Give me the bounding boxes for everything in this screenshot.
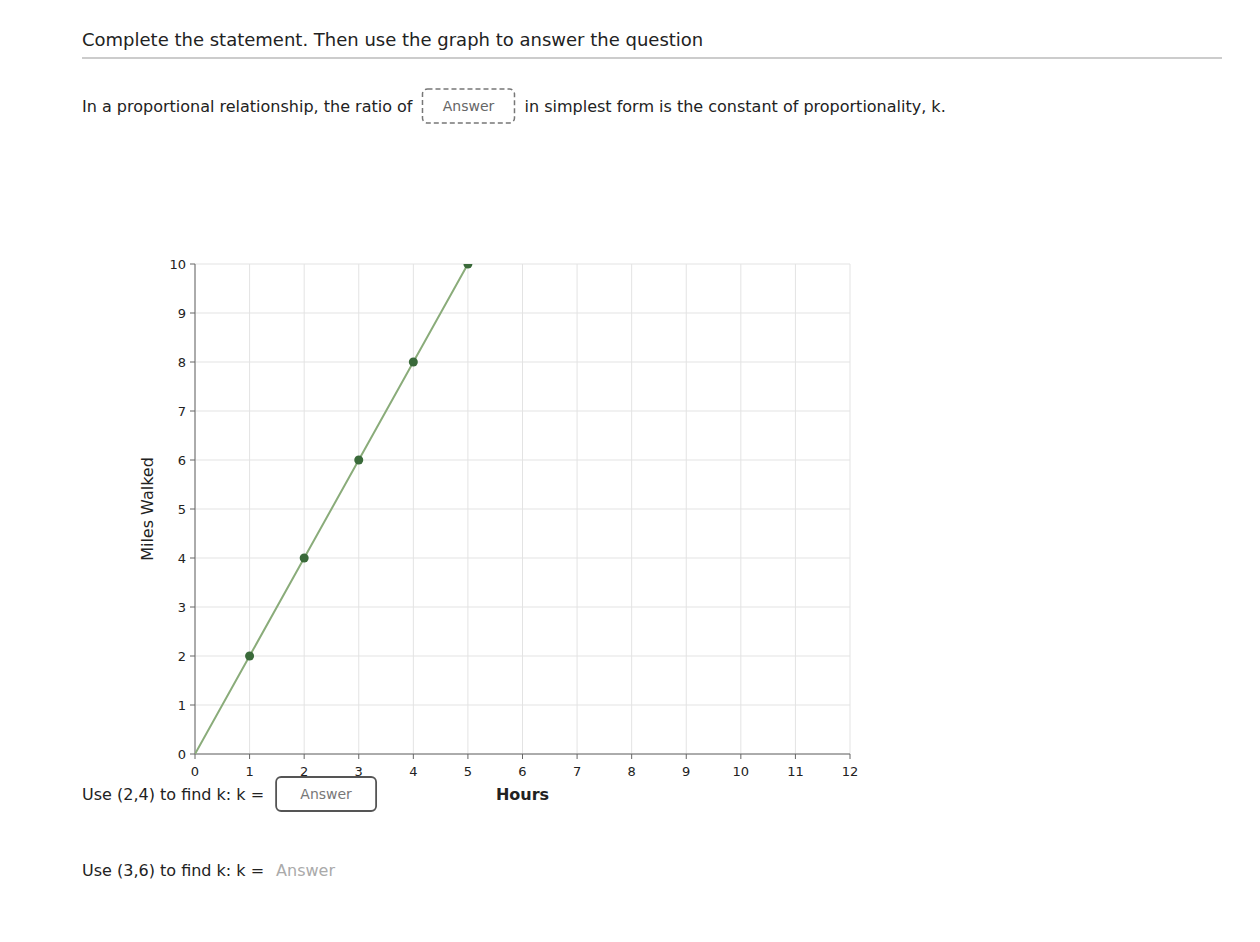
y-axis-label: Miles Walked bbox=[138, 457, 157, 561]
y-axis bbox=[195, 264, 196, 754]
grid-line bbox=[195, 460, 850, 461]
tick-mark bbox=[190, 558, 195, 559]
tick-label: 3 bbox=[178, 600, 186, 615]
plot-area bbox=[195, 264, 850, 754]
tick-label: 12 bbox=[842, 764, 859, 779]
question-text: Use (2,4) to find k: k = bbox=[82, 785, 264, 804]
point bbox=[463, 264, 472, 269]
tick-label: 10 bbox=[169, 257, 186, 272]
point bbox=[245, 652, 254, 661]
tick-mark bbox=[795, 754, 796, 759]
grid-line bbox=[195, 411, 850, 412]
statement-text: In a proportional relationship, the rati… bbox=[82, 97, 413, 116]
tick-mark bbox=[190, 705, 195, 706]
tick-label: 2 bbox=[178, 649, 186, 664]
axes: 0123456789101112012345678910 bbox=[169, 257, 858, 780]
point bbox=[300, 554, 309, 563]
tick-mark bbox=[249, 754, 250, 759]
tick-mark bbox=[740, 754, 741, 759]
tick-mark bbox=[190, 754, 195, 755]
grid-line bbox=[195, 264, 196, 754]
tick-label: 8 bbox=[178, 355, 186, 370]
tick-mark bbox=[190, 460, 195, 461]
tick-mark bbox=[467, 754, 468, 759]
point bbox=[409, 358, 418, 367]
data bbox=[195, 264, 472, 754]
answer-text: Answer bbox=[443, 98, 495, 114]
grid-line bbox=[195, 754, 850, 755]
tick-mark bbox=[190, 656, 195, 657]
tick-mark bbox=[195, 754, 196, 759]
tick-label: 1 bbox=[245, 764, 253, 779]
tick-label: 4 bbox=[178, 551, 186, 566]
title: Complete the statement. Then use the gra… bbox=[82, 29, 703, 50]
tick-label: 8 bbox=[628, 764, 636, 779]
question-text: Use (3,6) to find k: k = bbox=[82, 861, 264, 880]
tick-mark bbox=[190, 313, 195, 314]
tick-mark bbox=[522, 754, 523, 759]
tick-mark bbox=[190, 362, 195, 363]
tick-label: 9 bbox=[178, 306, 186, 321]
tick-label: 6 bbox=[178, 453, 186, 468]
title-rule bbox=[82, 58, 1222, 59]
grid-line bbox=[195, 656, 850, 657]
tick-mark bbox=[850, 754, 851, 759]
line bbox=[195, 264, 468, 754]
tick-label: 7 bbox=[573, 764, 581, 779]
tick-mark bbox=[686, 754, 687, 759]
tick-label: 10 bbox=[733, 764, 750, 779]
answer-box[interactable] bbox=[276, 777, 376, 811]
x-axis bbox=[195, 754, 850, 755]
grid-line bbox=[195, 705, 850, 706]
tick-label: 6 bbox=[518, 764, 526, 779]
grid bbox=[195, 264, 850, 754]
grid-line bbox=[195, 362, 850, 363]
grid-line bbox=[195, 558, 850, 559]
point bbox=[354, 456, 363, 465]
tick-mark bbox=[577, 754, 578, 759]
chart: Complete the statement. Then use the gra… bbox=[0, 0, 1260, 942]
tick-mark bbox=[304, 754, 305, 759]
answer-text: Answer bbox=[276, 861, 335, 880]
background bbox=[0, 0, 1260, 942]
tick-label: 5 bbox=[464, 764, 472, 779]
grid-line bbox=[195, 264, 850, 265]
tick-mark bbox=[631, 754, 632, 759]
tick-label: 9 bbox=[682, 764, 690, 779]
tick-mark bbox=[413, 754, 414, 759]
tick-label: 5 bbox=[178, 502, 186, 517]
answer-box[interactable] bbox=[422, 89, 514, 123]
tick-label: 0 bbox=[178, 747, 186, 762]
tick-mark bbox=[190, 264, 195, 265]
statement-text: in simplest form is the constant of prop… bbox=[524, 97, 945, 116]
x-axis-label: Hours bbox=[496, 785, 549, 804]
tick-mark bbox=[190, 411, 195, 412]
tick-mark bbox=[358, 754, 359, 759]
answer-text: Answer bbox=[300, 786, 352, 802]
grid-line bbox=[195, 313, 850, 314]
tick-label: 7 bbox=[178, 404, 186, 419]
tick-label: 1 bbox=[178, 698, 186, 713]
tick-mark bbox=[190, 607, 195, 608]
grid-line bbox=[195, 509, 850, 510]
tick-label: 11 bbox=[787, 764, 804, 779]
grid-line bbox=[195, 607, 850, 608]
tick-label: 4 bbox=[409, 764, 417, 779]
tick-mark bbox=[190, 509, 195, 510]
tick-label: 0 bbox=[191, 764, 199, 779]
